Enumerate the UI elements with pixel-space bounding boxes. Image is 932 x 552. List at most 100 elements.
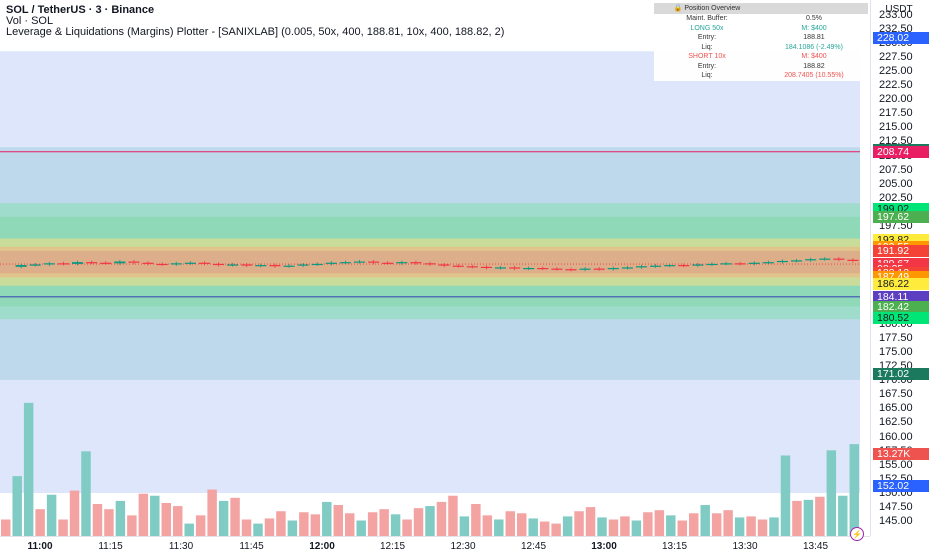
price-level-label[interactable]: 186.22 xyxy=(873,278,929,291)
candle xyxy=(593,268,605,270)
candle xyxy=(537,268,549,270)
position-row-value: M: $400 xyxy=(801,24,827,32)
volume-bar xyxy=(711,513,722,536)
price-tick-label: 145.00 xyxy=(879,514,913,527)
indicator-legend[interactable]: Leverage & Liquidations (Margins) Plotte… xyxy=(6,26,505,38)
candle xyxy=(664,265,676,267)
time-tick-label: 12:00 xyxy=(309,541,335,552)
volume-bar xyxy=(505,511,515,536)
volume-bar xyxy=(585,507,596,536)
volume-bar xyxy=(769,517,779,536)
volume-bar xyxy=(517,513,527,536)
price-tick-label: 220.00 xyxy=(879,93,913,106)
price-level-label[interactable]: 171.02 xyxy=(873,367,929,380)
price-level-label[interactable]: 197.62 xyxy=(873,211,929,224)
candle xyxy=(523,268,535,270)
volume-bar xyxy=(173,506,183,536)
volume-bar xyxy=(574,511,584,536)
price-level-label[interactable]: 191.92 xyxy=(873,244,929,257)
time-tick-label: 11:30 xyxy=(168,541,194,552)
candle xyxy=(156,263,168,266)
price-level-label[interactable]: 152.02 xyxy=(873,479,929,492)
volume-bar xyxy=(104,509,114,536)
price-chart-plot[interactable] xyxy=(0,0,870,536)
time-tick-label: 12:30 xyxy=(450,541,476,552)
candle xyxy=(283,265,295,267)
volume-legend[interactable]: Vol · SOL xyxy=(6,15,54,27)
price-tick-label: 162.50 xyxy=(879,416,913,429)
flash-icon[interactable]: ⚡ xyxy=(850,527,864,541)
candle xyxy=(847,259,859,261)
volume-bar xyxy=(367,512,378,536)
volume-bar xyxy=(780,455,791,536)
time-tick-label: 13:30 xyxy=(732,541,758,552)
candle xyxy=(297,264,309,266)
position-row-value: 208.7405 (10.55%) xyxy=(784,72,844,79)
price-level-label[interactable]: 184.11 xyxy=(873,290,929,303)
candle xyxy=(29,264,41,266)
volume-bar xyxy=(677,520,687,536)
candle xyxy=(509,267,521,269)
currency-unit[interactable]: USDT xyxy=(885,4,913,15)
volume-bar xyxy=(92,504,103,536)
volume-bar xyxy=(46,494,57,536)
price-tick-label: 217.50 xyxy=(879,107,913,120)
price-level-label[interactable]: 182.42 xyxy=(873,300,929,313)
position-row-label: Entry: xyxy=(697,34,717,41)
price-tick-label: 170.00 xyxy=(879,374,913,387)
position-row-value: 0.5% xyxy=(806,15,822,22)
candle xyxy=(480,266,492,269)
price-level-label[interactable]: 208.74 xyxy=(873,145,929,158)
candle xyxy=(114,261,126,264)
price-level-label[interactable]: 228.02 xyxy=(873,32,929,45)
volume-bar xyxy=(58,519,68,536)
volume-bar xyxy=(81,451,91,536)
candle xyxy=(438,264,450,266)
volume-bar xyxy=(413,508,424,536)
price-tick-label: 225.00 xyxy=(879,65,913,78)
position-overview-title: 🔒 Position Overview xyxy=(673,5,741,12)
candle xyxy=(551,268,563,270)
position-row-value: M: $400 xyxy=(801,53,827,60)
candle xyxy=(762,262,774,264)
volume-bar xyxy=(35,509,45,536)
candle xyxy=(791,260,803,262)
candle xyxy=(43,263,55,265)
price-level-label[interactable]: 13.27K xyxy=(873,447,929,460)
price-axis[interactable]: 233.00232.50230.00227.50225.00222.50220.… xyxy=(870,0,932,536)
volume-bar xyxy=(379,509,389,536)
volume-bar xyxy=(448,495,458,536)
candle xyxy=(57,263,69,265)
price-level-label[interactable]: 180.52 xyxy=(873,311,929,324)
volume-bar xyxy=(597,517,607,536)
price-tick-label: 172.50 xyxy=(879,360,913,373)
volume-bar xyxy=(69,490,80,536)
volume-bar xyxy=(161,502,171,536)
time-axis[interactable]: 11:00 11:15 11:30 11:45 12:00 12:15 12:30 12:45… xyxy=(0,536,870,552)
price-tick-label: 150.00 xyxy=(879,486,913,499)
volume-bar xyxy=(551,523,561,536)
price-tick-label: 155.00 xyxy=(879,458,913,471)
symbol-title[interactable]: SOL / TetherUS · 3 · Binance xyxy=(6,4,155,16)
price-tick-label: 147.50 xyxy=(879,500,913,513)
volume-bar xyxy=(494,519,504,536)
volume-bar xyxy=(322,501,332,536)
volume-bar xyxy=(12,476,22,536)
price-tick-label: 207.50 xyxy=(879,163,913,176)
volume-bar xyxy=(792,500,802,536)
candle xyxy=(607,268,619,270)
price-tick-label: 165.00 xyxy=(879,402,913,415)
candle xyxy=(311,263,323,266)
candle xyxy=(776,260,789,263)
volume-bar xyxy=(23,402,34,536)
position-row: Liq: 184.1086 (-2.49%) xyxy=(654,43,868,53)
volume-bar xyxy=(138,493,149,536)
time-tick-label: 11:45 xyxy=(239,541,264,552)
candle xyxy=(678,265,690,267)
volume-bar xyxy=(195,515,206,536)
candle xyxy=(720,263,732,265)
volume-bar xyxy=(402,519,412,536)
price-tick-label: 180.00 xyxy=(879,318,913,331)
candle xyxy=(579,268,591,270)
price-tick-label: 152.50 xyxy=(879,472,913,485)
